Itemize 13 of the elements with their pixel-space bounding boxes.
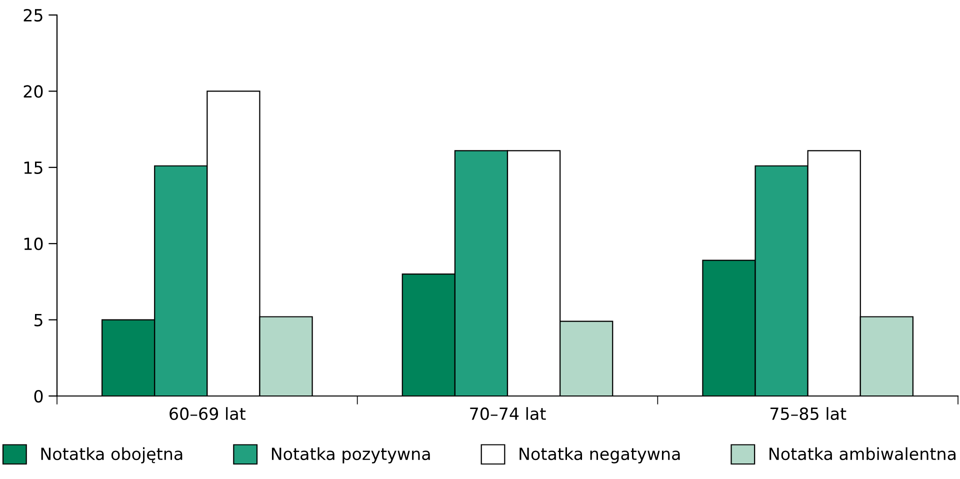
legend-label: Notatka obojętna: [41, 447, 182, 464]
legend-label: Notatka pozytywna: [272, 447, 430, 464]
legend-label: Notatka negatywna: [520, 447, 680, 464]
y-tick-label: 10: [24, 238, 43, 250]
y-tick-label: 25: [24, 8, 42, 22]
x-tick-label: 70–74 lat: [470, 407, 546, 420]
y-tick-label: 15: [24, 162, 42, 174]
legend-label: Notatka ambiwalentna: [770, 447, 956, 460]
x-tick-label: 60–69 lat: [170, 407, 246, 420]
y-tick-label: 20: [24, 85, 43, 98]
y-tick-label: 0: [34, 390, 43, 403]
y-tick-label: 5: [34, 314, 42, 326]
x-tick-label: 75–85 lat: [770, 407, 846, 420]
